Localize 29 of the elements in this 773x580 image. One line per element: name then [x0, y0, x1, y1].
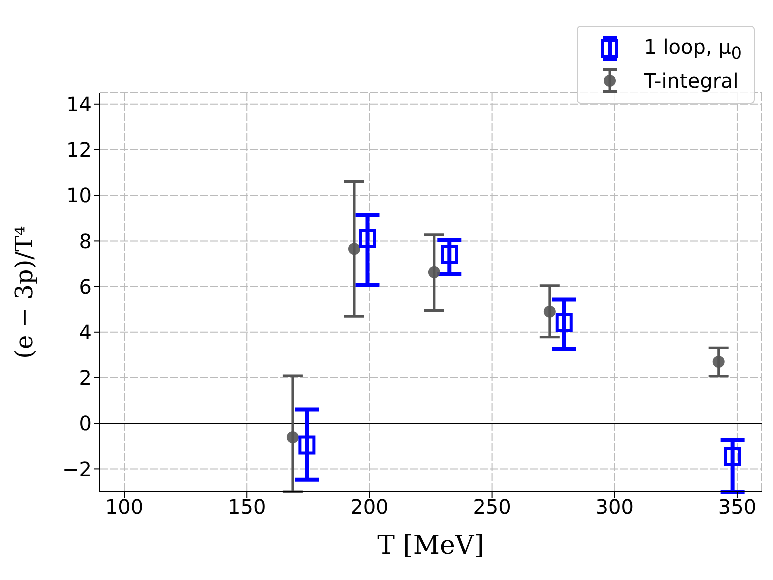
- y-tick-label: 6: [79, 274, 92, 299]
- point: [712, 356, 725, 368]
- point: [348, 243, 360, 256]
- point: [724, 447, 742, 466]
- y-axis-title: (e − 3p)/T⁴: [10, 226, 39, 359]
- point: [359, 229, 376, 248]
- point: [544, 306, 556, 318]
- point: [298, 436, 316, 455]
- y-tick-label: 4: [79, 320, 92, 344]
- y-tick-label: 2: [79, 366, 92, 390]
- point: [428, 266, 440, 278]
- y-tick-label: −2: [62, 457, 92, 482]
- point: [286, 432, 299, 444]
- x-axis-title: T [MeV]: [378, 531, 484, 561]
- legend-label: 1 loop, μ$_{0}$: [644, 35, 742, 63]
- x-tick-label: 250: [473, 495, 512, 520]
- x-tick-label: 100: [105, 495, 144, 520]
- y-tick-label: 0: [79, 412, 92, 436]
- y-tick-label: 12: [66, 138, 92, 162]
- y-tick-label: 10: [66, 184, 92, 208]
- x-tick-label: 150: [228, 495, 266, 520]
- y-tick-label: 14: [66, 92, 92, 116]
- legend-label: T-integral: [644, 69, 739, 93]
- x-tick-label: 350: [718, 495, 757, 520]
- x-tick-label: 300: [596, 495, 634, 520]
- y-tick-label: 8: [79, 229, 92, 254]
- point: [556, 313, 573, 332]
- point: [441, 245, 458, 264]
- x-tick-label: 200: [350, 495, 389, 520]
